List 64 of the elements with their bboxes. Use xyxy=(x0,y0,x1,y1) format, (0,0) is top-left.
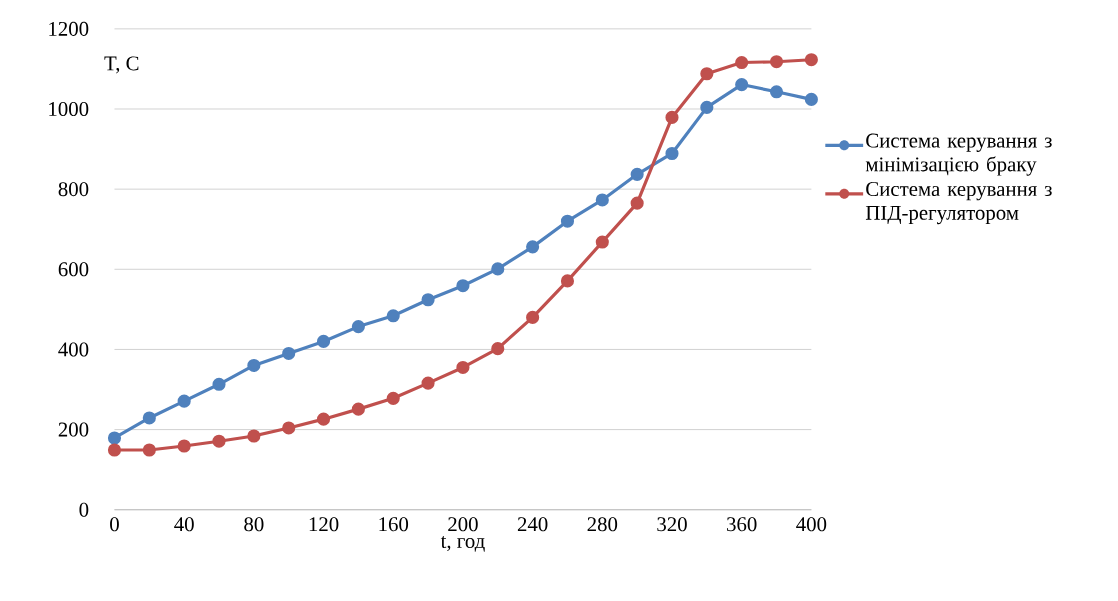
point xyxy=(247,429,261,443)
point xyxy=(804,92,818,106)
y-tick-label: 1000 xyxy=(49,101,89,116)
point xyxy=(212,434,226,448)
point xyxy=(282,421,296,435)
point xyxy=(212,377,226,391)
x-tick-label: 120 xyxy=(309,517,339,532)
x-tick-label: 360 xyxy=(727,517,757,532)
point xyxy=(316,412,331,426)
point xyxy=(630,167,644,181)
point xyxy=(421,293,435,307)
point xyxy=(769,85,784,99)
point xyxy=(107,443,122,457)
point xyxy=(456,360,470,374)
x-tick-label: 40 xyxy=(174,517,194,532)
legend-label: Система керування з мінімізацією браку xyxy=(865,133,1052,176)
point xyxy=(351,319,365,334)
x-tick-label: 240 xyxy=(517,517,548,532)
point xyxy=(491,341,505,356)
point xyxy=(142,411,156,425)
point xyxy=(177,394,191,408)
point xyxy=(247,358,261,372)
point xyxy=(630,196,644,210)
point xyxy=(282,346,296,360)
x-tick-label: 280 xyxy=(587,517,618,532)
point xyxy=(804,53,818,67)
point xyxy=(386,309,400,323)
point xyxy=(735,55,749,69)
y-tick-label: 600 xyxy=(58,262,89,277)
point xyxy=(560,274,575,288)
point xyxy=(735,77,749,91)
point xyxy=(700,100,714,114)
y-tick-label: 200 xyxy=(58,422,89,437)
point xyxy=(107,431,122,445)
point xyxy=(769,55,784,69)
point xyxy=(665,110,679,124)
point xyxy=(595,193,609,207)
x-tick-label: 400 xyxy=(796,517,827,532)
x-tick-label: 320 xyxy=(657,517,687,532)
point xyxy=(386,391,400,405)
y-tick-label: 800 xyxy=(58,181,89,197)
y-tick-label: 0 xyxy=(79,502,89,517)
x-tick-label: 200 xyxy=(448,517,478,532)
x-tick-label: 80 xyxy=(244,517,264,532)
point xyxy=(526,240,540,254)
point xyxy=(595,235,609,249)
x-tick-label: 160 xyxy=(379,517,409,532)
point xyxy=(351,402,365,416)
legend-label: Система керування з ПІД-регулятором xyxy=(865,181,1052,224)
point xyxy=(316,334,331,348)
x-tick-label: 0 xyxy=(110,517,119,532)
y-tick-label: 400 xyxy=(58,342,89,357)
point xyxy=(421,376,435,390)
point xyxy=(491,262,505,276)
point xyxy=(700,67,714,81)
point xyxy=(177,439,191,453)
x-axis-title: t, год xyxy=(440,535,485,552)
y-axis-title: T, C xyxy=(104,56,139,74)
point xyxy=(560,214,575,228)
point xyxy=(665,146,679,160)
point xyxy=(456,279,470,293)
y-tick-label: 1200 xyxy=(49,21,89,36)
point xyxy=(526,310,540,324)
point xyxy=(142,443,156,457)
